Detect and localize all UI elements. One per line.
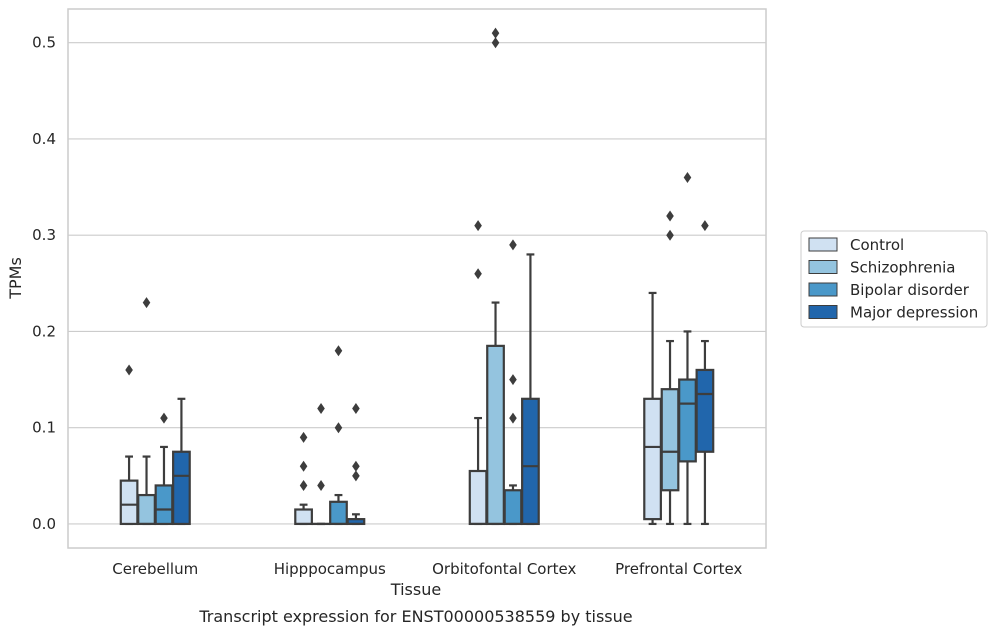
box-group <box>119 364 139 526</box>
box <box>695 368 715 453</box>
outlier-point <box>509 239 517 251</box>
box-group <box>311 402 331 526</box>
legend-swatch <box>808 260 838 274</box>
outlier-point <box>299 431 308 443</box>
box-group <box>294 431 313 526</box>
box-group <box>503 239 523 526</box>
y-tick-label: 0.1 <box>32 419 56 437</box>
outlier-point <box>334 422 343 434</box>
outlier-point <box>299 479 308 491</box>
box <box>294 508 313 526</box>
outlier-point <box>491 27 500 39</box>
x-tick-label: Prefrontal Cortex <box>615 560 742 578</box>
outlier-point <box>509 412 517 424</box>
outlier-point <box>352 460 360 472</box>
outlier-point <box>352 402 360 414</box>
y-tick-label: 0.4 <box>32 130 56 148</box>
box-group <box>678 171 697 526</box>
plot-frame <box>67 8 767 549</box>
legend-label: Control <box>850 236 904 254</box>
box-group <box>468 220 488 526</box>
outlier-point <box>299 460 308 472</box>
box-group <box>137 297 156 526</box>
box <box>468 469 488 526</box>
outlier-point <box>474 220 482 232</box>
box <box>137 493 156 526</box>
box <box>119 479 139 526</box>
box-group <box>643 291 662 526</box>
plot-area <box>119 27 715 526</box>
x-tick-label: Cerebellum <box>112 560 198 578</box>
box <box>660 388 680 492</box>
y-tick-label: 0.5 <box>32 34 56 52</box>
box-group <box>172 397 191 526</box>
box-group <box>521 253 540 526</box>
outlier-point <box>666 210 674 222</box>
box <box>678 378 697 463</box>
box <box>154 484 174 526</box>
box <box>329 500 348 526</box>
box-group <box>154 412 174 526</box>
legend-label: Major depression <box>850 304 978 322</box>
outlier-point <box>474 268 482 280</box>
outlier-point <box>317 402 325 414</box>
legend-frame <box>800 230 988 328</box>
outlier-point <box>160 412 168 424</box>
legend-label: Bipolar disorder <box>850 281 970 299</box>
outlier-point <box>334 345 343 357</box>
box <box>643 397 662 521</box>
outlier-point <box>491 37 500 49</box>
legend-label: Schizophrenia <box>850 259 955 277</box>
outlier-point <box>317 479 325 491</box>
legend-swatch <box>808 305 838 319</box>
outlier-point <box>352 470 360 482</box>
chart-caption: Transcript expression for ENST0000053855… <box>198 607 632 626</box>
box <box>486 344 505 526</box>
box-group <box>660 210 680 526</box>
outlier-point <box>142 297 151 309</box>
y-axis-label: TPMs <box>6 257 25 300</box>
x-tick-label: Hipppocampus <box>274 560 386 578</box>
legend: Control Schizophrenia Bipolar disorder Majo… <box>800 230 988 328</box>
y-tick-label: 0.2 <box>32 322 56 340</box>
outlier-point <box>701 220 709 232</box>
y-tick-label: 0.0 <box>32 515 56 533</box>
box <box>503 489 523 526</box>
x-axis-ticks: Cerebellum Hipppocampus Orbitofontal Corte… <box>112 560 742 578</box>
y-axis-ticks: 0.0 0.1 0.2 0.3 0.4 0.5 <box>32 34 56 533</box>
box <box>521 397 540 526</box>
box-group <box>695 220 715 526</box>
x-tick-label: Orbitofontal Cortex <box>432 560 576 578</box>
y-tick-label: 0.3 <box>32 226 56 244</box>
box-group <box>329 345 348 526</box>
outlier-point <box>509 374 517 386</box>
x-axis-label: Tissue <box>390 580 441 599</box>
outlier-point <box>666 229 674 241</box>
box <box>172 450 191 526</box>
outlier-point <box>125 364 133 376</box>
box-group <box>346 402 366 526</box>
legend-swatch <box>808 282 838 297</box>
outlier-point <box>683 171 692 183</box>
legend-swatch <box>808 237 838 252</box>
box-group <box>486 27 505 526</box>
